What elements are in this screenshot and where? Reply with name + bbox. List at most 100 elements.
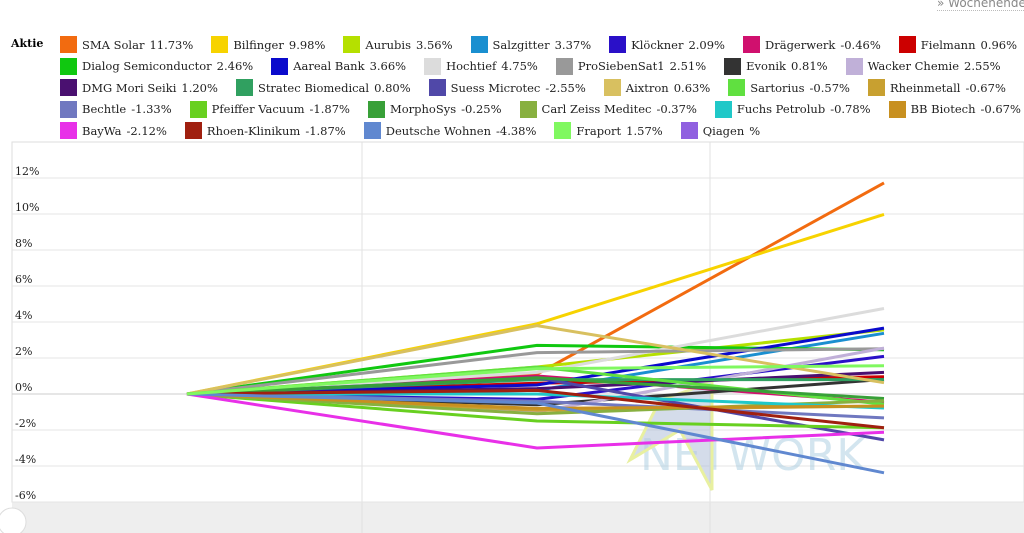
legend-item[interactable]: BayWa -2.12%: [60, 122, 167, 140]
legend-swatch: [470, 36, 488, 54]
legend-value: -2.55%: [545, 80, 586, 95]
legend-swatch: [189, 100, 207, 118]
series-line-prosiebensat1: [186, 347, 885, 396]
legend-value: 0.81%: [791, 59, 828, 74]
legend-item[interactable]: Salzgitter 3.37%: [470, 36, 591, 54]
legend-swatch: [60, 36, 77, 54]
legend-label: Drägerwerk: [765, 37, 836, 52]
legend-label: Evonik: [746, 59, 787, 74]
legend-swatch: [367, 100, 385, 118]
legend-value: 0.63%: [673, 80, 711, 95]
legend-value: -2.12%: [126, 123, 167, 138]
legend-label: Rheinmetall: [889, 80, 961, 95]
legend-title: Aktie: [11, 37, 44, 50]
legend-item[interactable]: Qiagen%: [680, 122, 760, 140]
legend-value: 4.75%: [501, 59, 538, 74]
legend-item[interactable]: Suess Microtec -2.55%: [428, 79, 586, 97]
legend-item[interactable]: Fuchs Petrolub -0.78%: [714, 100, 871, 118]
legend-item[interactable]: Aareal Bank 3.66%: [271, 57, 406, 75]
legend-item[interactable]: MorphoSys -0.25%: [367, 100, 502, 118]
y-tick-label: 4%: [15, 309, 32, 322]
legend-value: -0.67%: [965, 80, 1006, 95]
series-line-rhoen-klinikum: [186, 388, 885, 430]
legend-value: -1.87%: [305, 123, 346, 138]
legend-item[interactable]: Stratec Biomedical 0.80%: [235, 79, 411, 97]
legend-label: Dialog Semiconductor: [82, 59, 212, 74]
legend-item[interactable]: DMG Mori Seiki 1.20%: [60, 79, 218, 97]
legend-item[interactable]: Sartorius -0.57%: [728, 79, 850, 97]
legend-item[interactable]: Aurubis 3.56%: [343, 36, 453, 54]
legend-row: Bechtle -1.33% Pfeiffer Vacuum -1.87% Morpho…: [60, 99, 1024, 121]
legend-item[interactable]: Hochtief 4.75%: [424, 57, 538, 75]
legend-label: BB Biotech: [910, 102, 976, 117]
legend-swatch: [424, 57, 442, 75]
legend-swatch: [724, 57, 742, 75]
legend-value: -0.25%: [461, 102, 502, 117]
legend-item[interactable]: ProSiebenSat1 2.51%: [555, 57, 707, 75]
legend-item[interactable]: Rhoen-Klinikum -1.87%: [184, 122, 346, 140]
legend-value: 9.98%: [288, 37, 326, 52]
y-tick-label: 12%: [15, 165, 39, 178]
legend-item[interactable]: Dialog Semiconductor 2.46%: [60, 57, 254, 75]
legend-row: BayWa -2.12% Rhoen-Klinikum -1.87% Deutsche …: [60, 120, 1024, 142]
legend-item[interactable]: BB Biotech -0.67%: [888, 100, 1021, 118]
legend-row: Dialog Semiconductor 2.46% Aareal Bank 3.66…: [60, 56, 1024, 78]
legend-item[interactable]: Carl Zeiss Meditec -0.37%: [519, 100, 697, 118]
legend-item[interactable]: Wacker Chemie 2.55%: [845, 57, 1001, 75]
legend-swatch: [60, 57, 77, 75]
series-line-bb-biotech: [186, 392, 885, 410]
series-line-baywa: [186, 392, 885, 450]
legend-item[interactable]: Rheinmetall -0.67%: [867, 79, 1006, 97]
y-tick-label: 8%: [15, 237, 32, 250]
legend-value: 0.96%: [980, 37, 1018, 52]
legend-item[interactable]: Fraport 1.57%: [554, 122, 663, 140]
legend-swatch: [867, 79, 885, 97]
legend-swatch: [555, 57, 573, 75]
legend-label: BayWa: [82, 123, 122, 138]
legend-row: SMA Solar 11.73% Bilfinger 9.98% Aurubis 3.56…: [60, 34, 1024, 56]
legend-label: Klöckner: [631, 37, 684, 52]
legend-swatch: [603, 79, 621, 97]
y-tick-label: -6%: [15, 489, 36, 502]
legend-swatch: [60, 79, 77, 97]
legend-item[interactable]: Fielmann 0.96%: [898, 36, 1018, 54]
legend-item[interactable]: Klöckner 2.09%: [609, 36, 725, 54]
legend-label: Hochtief: [446, 59, 497, 74]
legend-label: Aareal Bank: [293, 59, 365, 74]
legend-swatch: [609, 36, 627, 54]
legend-label: Suess Microtec: [450, 80, 541, 95]
legend-value: 1.57%: [626, 123, 663, 138]
legend-value: -0.78%: [830, 102, 871, 117]
legend-swatch: [343, 36, 361, 54]
series-line-morphosys: [186, 376, 885, 400]
legend-swatch: [363, 122, 381, 140]
legend-value: 2.55%: [964, 59, 1001, 74]
series-line-fraport: [186, 364, 885, 396]
weekend-link[interactable]: » Wochenende: [937, 0, 1024, 11]
legend-item[interactable]: Drägerwerk -0.46%: [743, 36, 881, 54]
legend-item[interactable]: SMA Solar 11.73%: [60, 36, 193, 54]
legend-value: -0.37%: [656, 102, 697, 117]
legend-value: -0.67%: [980, 102, 1021, 117]
legend-swatch: [898, 36, 916, 54]
legend-item[interactable]: Deutsche Wohnen -4.38%: [363, 122, 536, 140]
legend-swatch: [271, 57, 289, 75]
series-line-aixtron: [186, 324, 885, 396]
legend-swatch: [888, 100, 906, 118]
legend-item[interactable]: Aixtron 0.63%: [603, 79, 711, 97]
legend-label: Stratec Biomedical: [257, 80, 370, 95]
legend-item[interactable]: Evonik 0.81%: [724, 57, 828, 75]
legend-swatch: [428, 79, 446, 97]
legend-value: 2.46%: [216, 59, 254, 74]
legend-value: 2.51%: [669, 59, 707, 74]
legend-item[interactable]: Bechtle -1.33%: [60, 100, 172, 118]
legend-swatch: [211, 36, 229, 54]
legend-label: Wacker Chemie: [867, 59, 960, 74]
legend-item[interactable]: Pfeiffer Vacuum -1.87%: [189, 100, 350, 118]
legend-item[interactable]: Bilfinger 9.98%: [211, 36, 326, 54]
legend-swatch: [519, 100, 537, 118]
scroll-handle: [0, 507, 27, 533]
legend-value: -0.46%: [840, 37, 881, 52]
legend-value: -1.33%: [131, 102, 172, 117]
